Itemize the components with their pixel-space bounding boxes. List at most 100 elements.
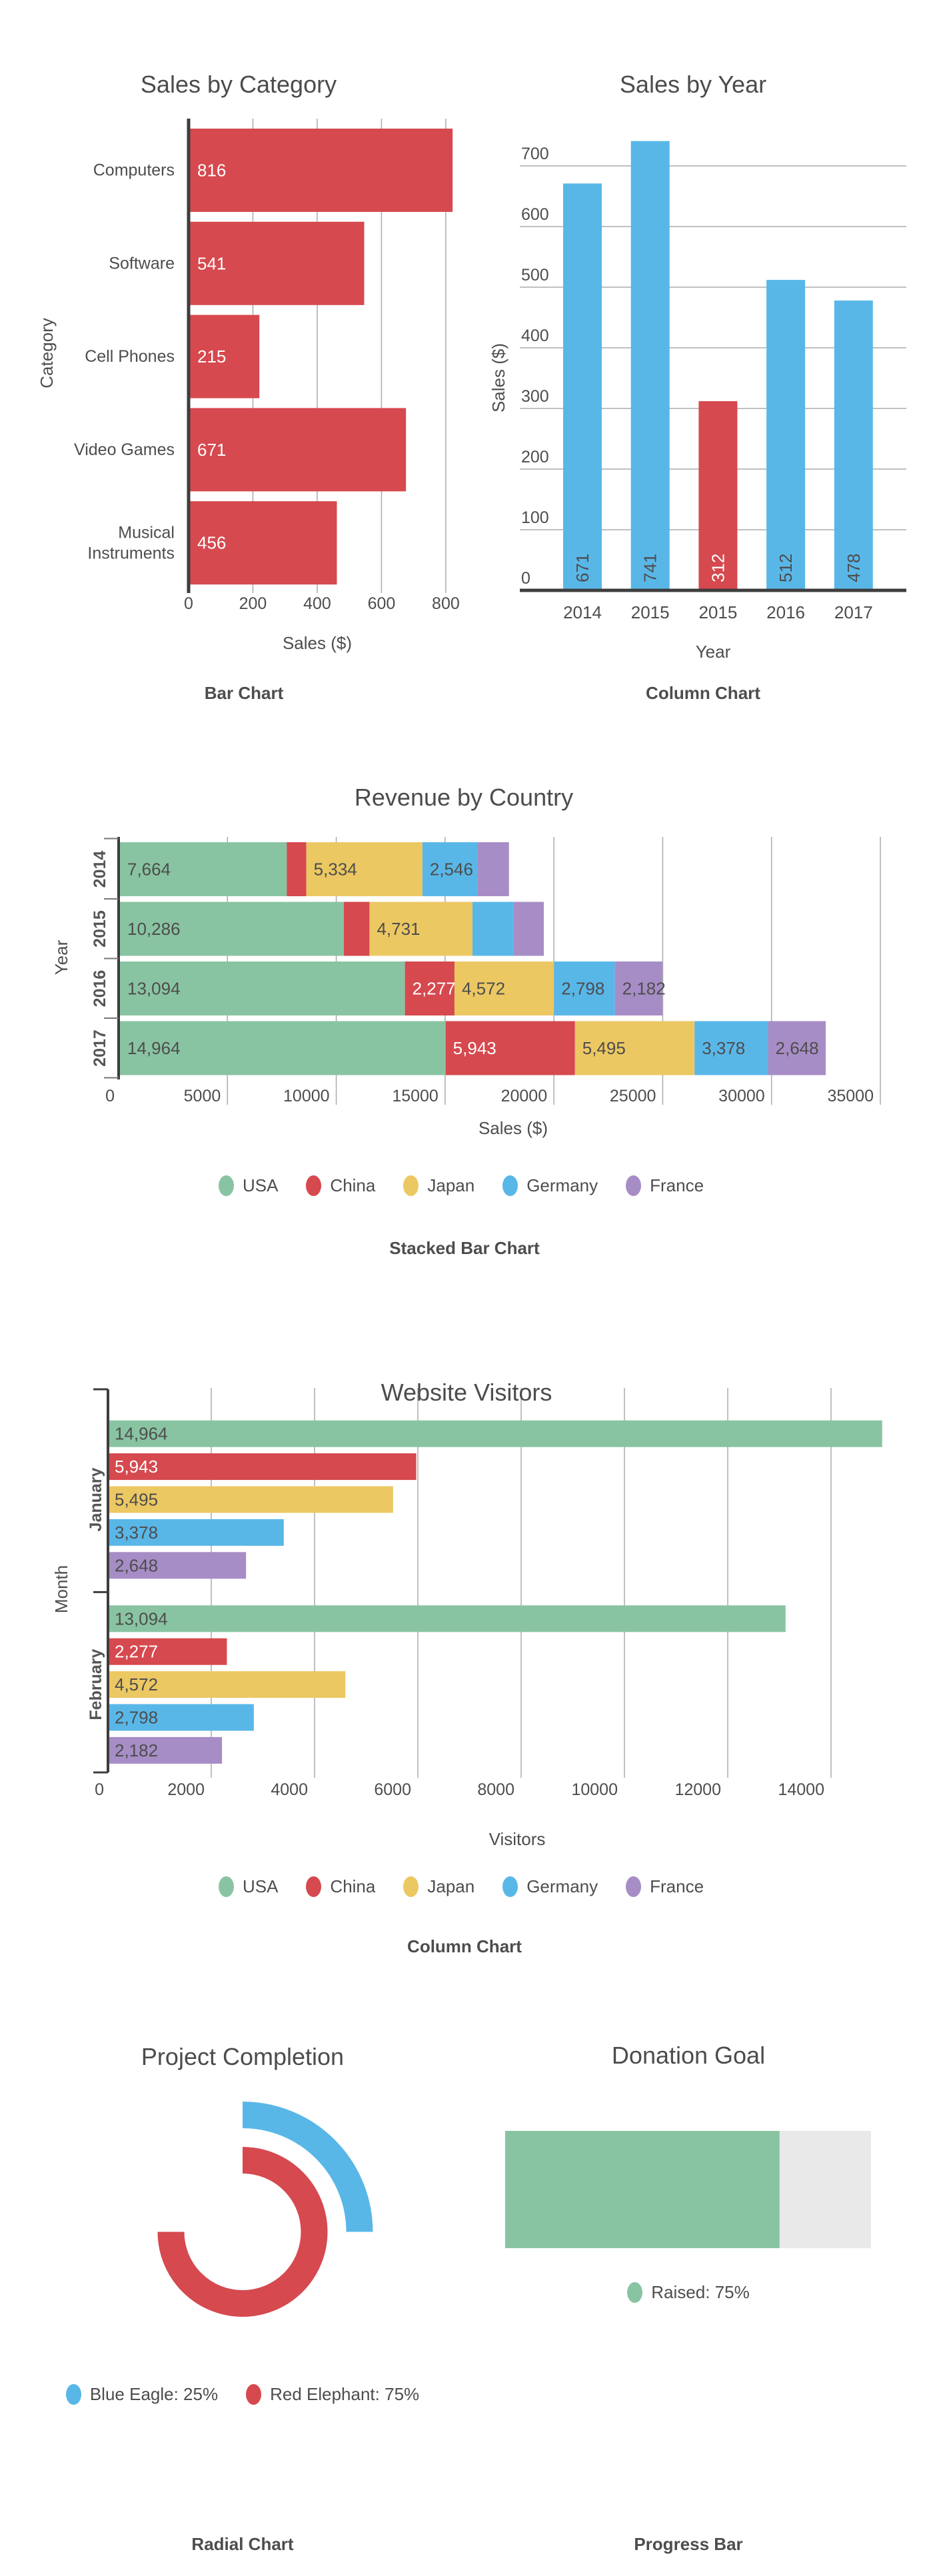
legend-item[interactable]: Blue Eagle: 25% xyxy=(65,2383,218,2405)
value-label: 14,964 xyxy=(115,1424,168,1444)
chart-title: Sales by Category xyxy=(140,70,337,98)
legend-item[interactable]: Raised: 75% xyxy=(627,2281,750,2303)
bar-segment[interactable] xyxy=(120,962,405,1015)
bar-segment[interactable] xyxy=(120,902,344,956)
legend-marker-icon xyxy=(403,1175,419,1196)
tick-label: 20000 xyxy=(501,1087,548,1105)
value-label: 671 xyxy=(572,554,592,582)
value-label: 541 xyxy=(197,253,226,273)
bar[interactable] xyxy=(109,1736,223,1764)
bar[interactable] xyxy=(190,221,365,305)
legend-marker-icon xyxy=(502,1876,518,1897)
bar-segment[interactable] xyxy=(422,842,478,896)
tick-label: 800 xyxy=(432,594,460,613)
tick-label: 35000 xyxy=(827,1087,874,1105)
category-label: 2014 xyxy=(563,602,602,622)
bar[interactable] xyxy=(698,401,738,590)
tick-label: 600 xyxy=(521,205,549,224)
bar-segment[interactable] xyxy=(306,842,423,896)
tick-label: 25000 xyxy=(610,1087,656,1105)
bar[interactable] xyxy=(190,408,407,492)
bar[interactable] xyxy=(190,501,337,585)
radial-arc[interactable] xyxy=(157,2147,328,2317)
bar[interactable] xyxy=(109,1453,417,1481)
chart-caption: Column Chart xyxy=(646,683,760,703)
legend-item[interactable]: China xyxy=(306,1175,375,1196)
legend-item[interactable]: Red Elephant: 75% xyxy=(246,2383,419,2405)
bar[interactable] xyxy=(109,1486,393,1513)
value-label: 741 xyxy=(640,554,660,582)
legend-item[interactable]: Germany xyxy=(502,1175,598,1196)
bar[interactable] xyxy=(109,1552,247,1579)
value-label: 215 xyxy=(197,346,226,366)
y-axis-title: Category xyxy=(36,318,57,388)
bar-segment[interactable] xyxy=(120,1021,446,1075)
bar-segment[interactable] xyxy=(120,842,287,896)
tick-label: 5000 xyxy=(184,1087,221,1105)
bar-segment[interactable] xyxy=(343,902,370,956)
legend-label: China xyxy=(330,1175,376,1195)
y-axis-title: Month xyxy=(51,1565,71,1614)
chart-caption: Progress Bar xyxy=(634,2534,743,2554)
value-label: 312 xyxy=(708,554,728,582)
legend-item[interactable]: USA xyxy=(218,1175,278,1196)
bar[interactable] xyxy=(109,1605,786,1632)
value-label: 671 xyxy=(197,440,226,460)
bar[interactable] xyxy=(190,129,453,212)
bar-segment[interactable] xyxy=(369,902,472,956)
tick-label: 400 xyxy=(521,326,549,345)
tick-label: 6000 xyxy=(374,1780,411,1799)
legend: Blue Eagle: 25% Red Elephant: 75% xyxy=(9,2375,476,2413)
bar-segment[interactable] xyxy=(472,902,514,956)
bar-segment[interactable] xyxy=(694,1021,768,1075)
tick-label: 10000 xyxy=(283,1087,330,1105)
legend-item[interactable]: Germany xyxy=(502,1876,598,1897)
bar[interactable] xyxy=(109,1519,284,1546)
bar[interactable] xyxy=(190,315,260,398)
bar-segment[interactable] xyxy=(614,962,662,1015)
bar-segment[interactable] xyxy=(554,962,615,1015)
bar[interactable] xyxy=(109,1420,882,1447)
value-label: 5,943 xyxy=(453,1038,496,1058)
bar-segment[interactable] xyxy=(478,842,509,896)
progress-fill[interactable] xyxy=(505,2131,780,2248)
bar-segment[interactable] xyxy=(287,842,307,896)
radial-arc[interactable] xyxy=(242,2102,373,2232)
tick-label: 500 xyxy=(521,266,549,285)
value-label: 2,648 xyxy=(115,1555,158,1575)
value-label: 13,094 xyxy=(127,979,181,999)
legend-label: France xyxy=(650,1175,704,1195)
bar[interactable] xyxy=(109,1704,254,1731)
legend-item[interactable]: China xyxy=(306,1876,375,1897)
chart-title: Donation Goal xyxy=(611,2041,766,2069)
bar[interactable] xyxy=(563,183,602,590)
x-axis-title: Sales ($) xyxy=(478,1118,548,1138)
bar-segment[interactable] xyxy=(405,962,455,1015)
bar[interactable] xyxy=(109,1671,346,1698)
legend-label: Germany xyxy=(526,1175,598,1195)
bar-segment[interactable] xyxy=(454,962,554,1015)
bar-segment[interactable] xyxy=(574,1021,695,1075)
bar[interactable] xyxy=(630,141,670,590)
value-label: 2,277 xyxy=(413,979,456,999)
bar-segment[interactable] xyxy=(513,902,544,956)
category-label: 2015 xyxy=(698,602,737,622)
tick-label: 600 xyxy=(368,594,396,613)
legend-label: Japan xyxy=(427,1175,475,1195)
category-label: Cell Phones xyxy=(85,347,175,366)
legend-item[interactable]: France xyxy=(626,1175,704,1196)
legend-item[interactable]: France xyxy=(626,1876,704,1897)
bar-segment[interactable] xyxy=(768,1021,826,1075)
tick-label: 30000 xyxy=(718,1087,765,1105)
legend-item[interactable]: Japan xyxy=(403,1175,474,1196)
bar[interactable] xyxy=(109,1638,227,1665)
tick-label: 2000 xyxy=(167,1780,205,1799)
value-label: 512 xyxy=(776,554,796,582)
legend-item[interactable]: Japan xyxy=(403,1876,474,1897)
bar[interactable] xyxy=(834,301,873,590)
bar-segment[interactable] xyxy=(445,1021,575,1075)
bar[interactable] xyxy=(766,280,806,590)
legend-item[interactable]: USA xyxy=(218,1876,278,1897)
legend-label: Raised: 75% xyxy=(651,2281,750,2302)
